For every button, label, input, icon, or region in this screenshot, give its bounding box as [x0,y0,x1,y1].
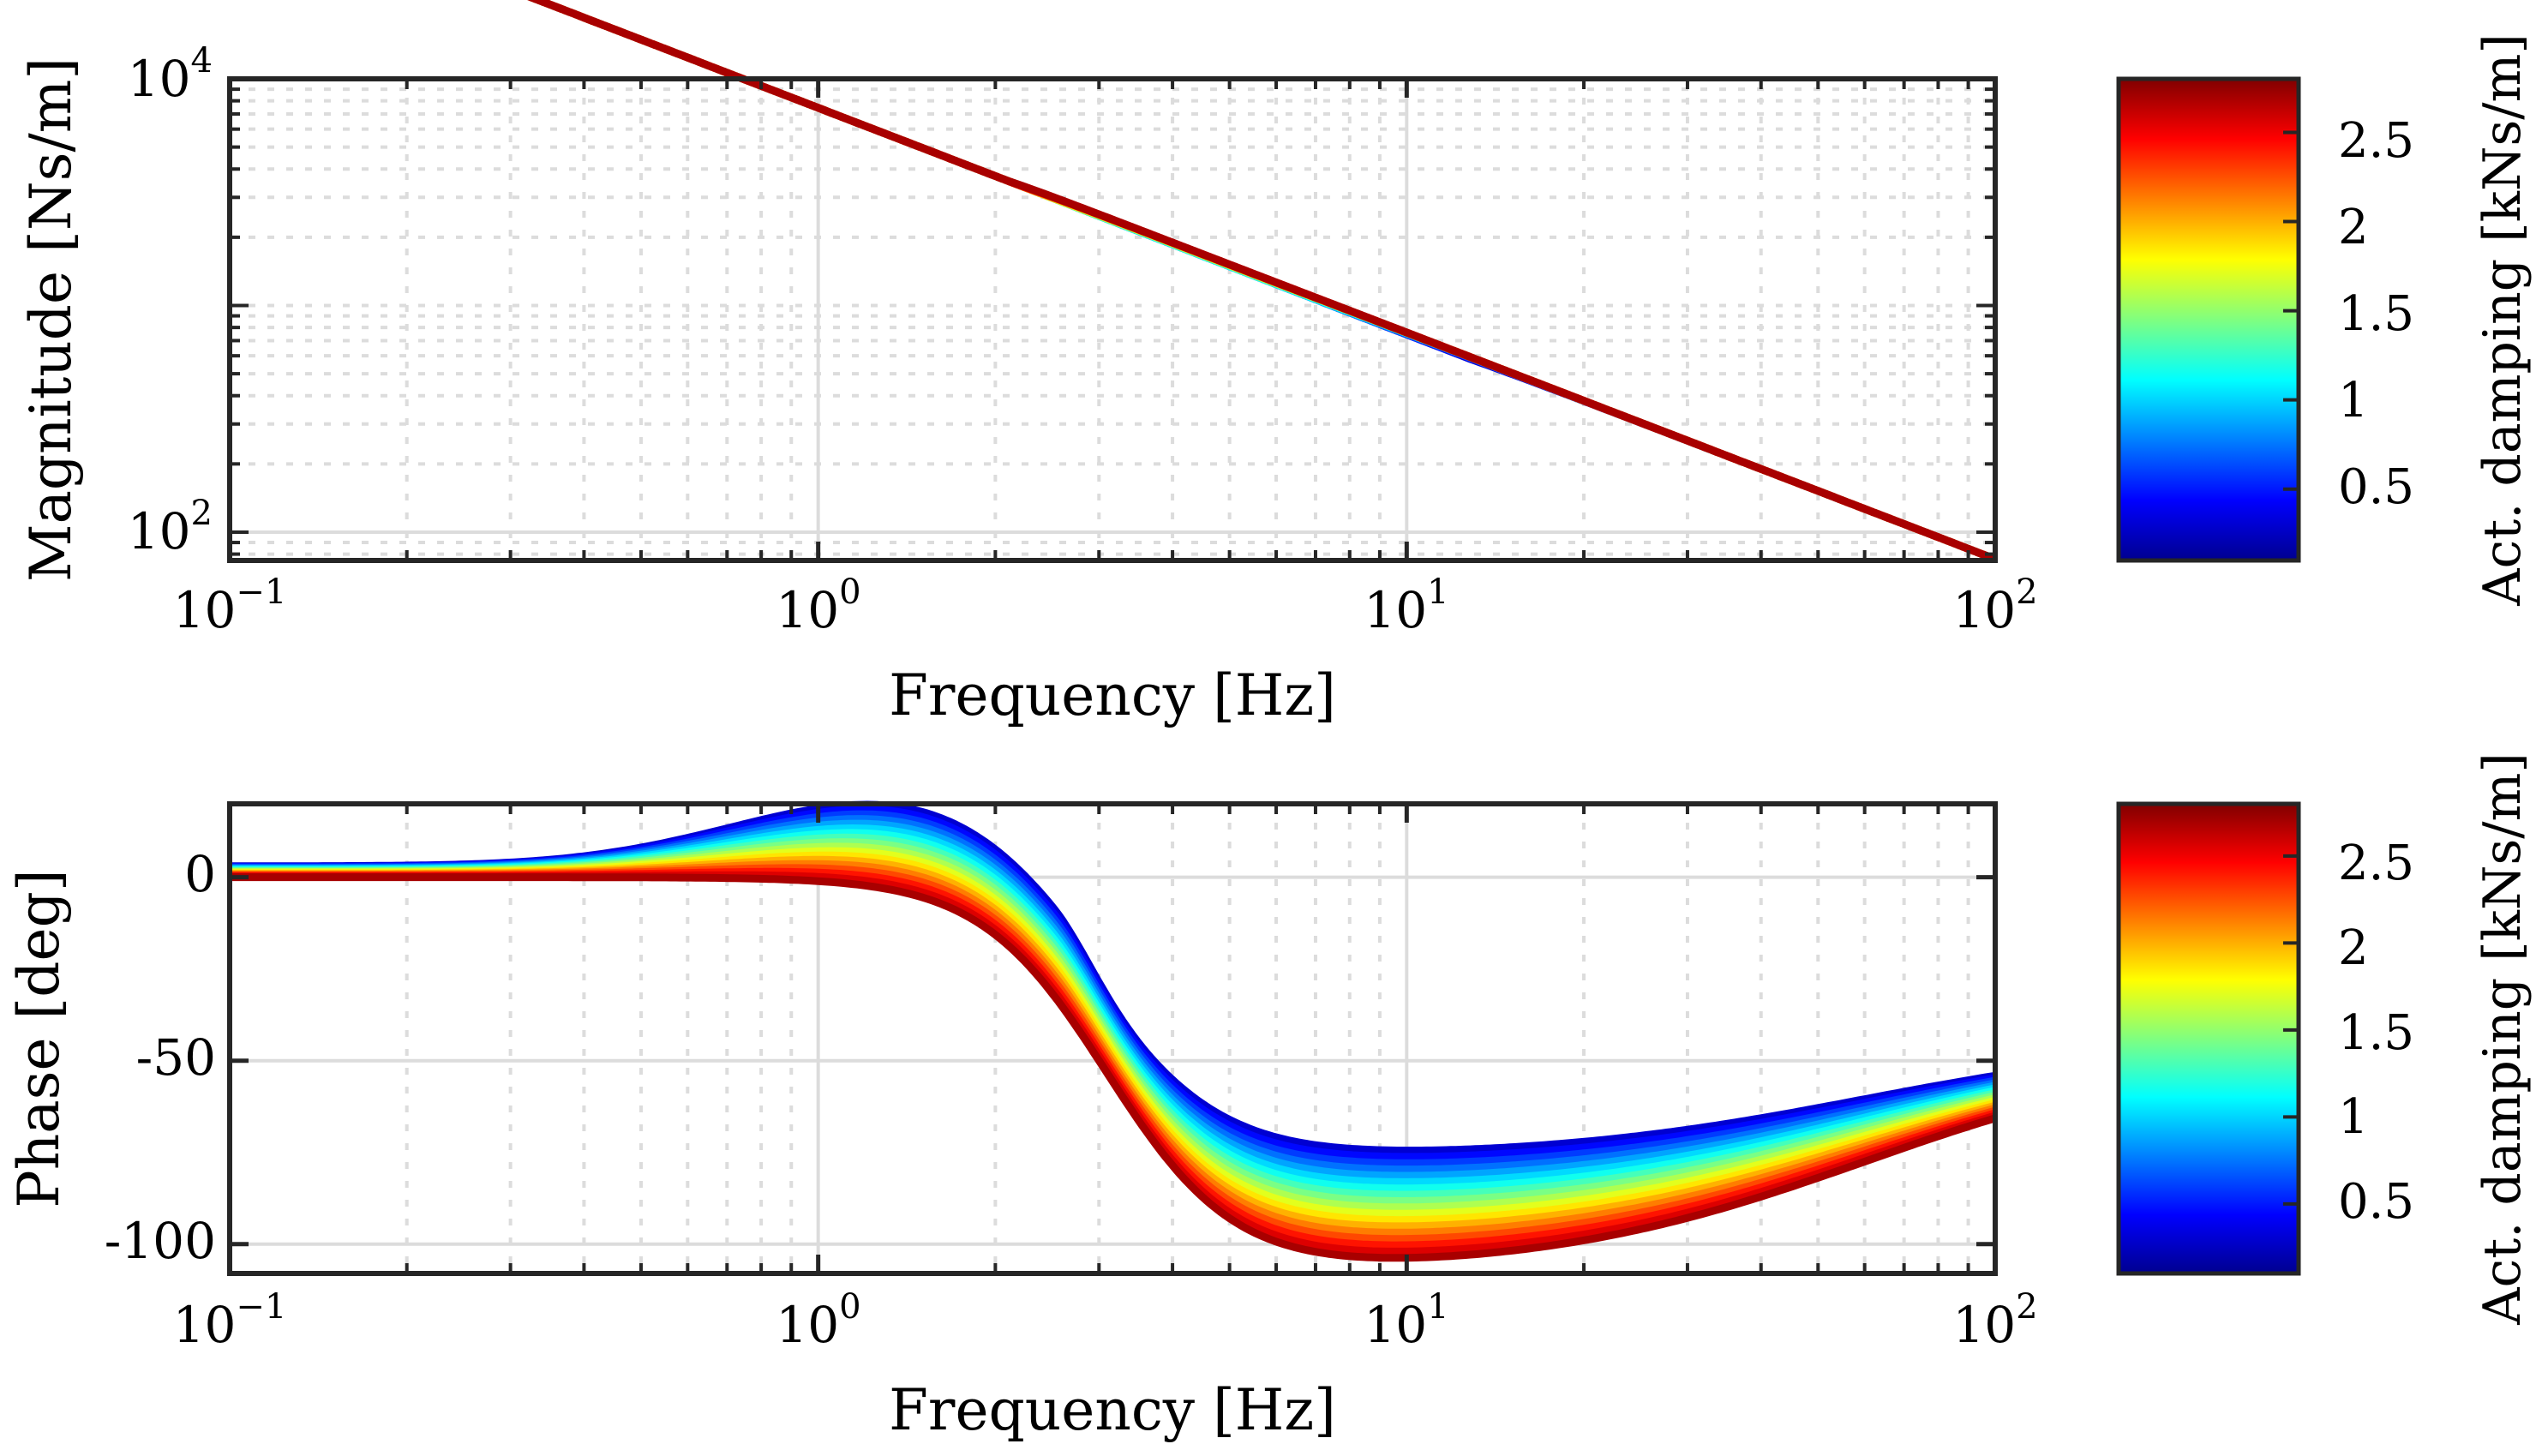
ph-xtick-label-1: 100 [776,1287,860,1354]
cb1-tick-label-1: 1 [2338,373,2369,428]
magnitude-panel: 10−1 100 101 102 102 104 Frequency [Hz] … [18,0,2038,728]
magnitude-series-line [527,0,1997,563]
magnitude-series-line [527,0,1997,563]
magnitude-series-line [527,0,1997,563]
magnitude-series-line [527,0,1997,563]
ph-ytick-label-minus50: -50 [136,1028,216,1087]
colorbar-magnitude-gradient [2116,76,2301,563]
colorbar-phase-ticks [2283,854,2299,1206]
mag-xtick-label-1: 100 [776,572,860,639]
colorbar-phase-label: Act. damping [kNs/m] [2473,752,2533,1326]
cb1-tick-label-2.5: 2.5 [2338,113,2414,169]
mag-xtick-label-0: 10−1 [173,572,287,639]
magnitude-series-line [527,0,1997,563]
magnitude-series-line [527,0,1997,563]
cb1-tick-label-0.5: 0.5 [2338,459,2414,515]
magnitude-ticks [227,79,1998,560]
colorbar-magnitude: 0.5 1 1.5 2 2.5 Act. damping [kNs/m] [2116,33,2533,607]
colorbar-magnitude-ticks [2283,130,2299,491]
magnitude-axes-frame [227,76,1998,563]
magnitude-series-line [527,0,1997,563]
phase-series-line [230,873,1997,1262]
magnitude-curves [527,0,1997,563]
magnitude-series-line [527,0,1997,563]
magnitude-series-line [527,0,1997,563]
phase-axes-frame [227,801,1998,1276]
ph-xtick-label-3: 102 [1952,1287,2037,1354]
colorbar-phase-gradient [2116,801,2301,1276]
phase-x-axis-label: Frequency [Hz] [889,1377,1336,1443]
phase-ticks [227,804,1998,1273]
colorbar-phase: 0.5 1 1.5 2 2.5 Act. damping [kNs/m] [2116,752,2533,1326]
magnitude-series-line [527,0,1997,563]
cb2-tick-label-2: 2 [2338,920,2369,976]
magnitude-series-line [527,0,1997,563]
cb1-tick-label-1.5: 1.5 [2338,286,2414,342]
magnitude-y-tick-labels: 102 104 [128,41,213,560]
magnitude-x-axis-label: Frequency [Hz] [889,662,1336,728]
ph-xtick-label-2: 101 [1364,1287,1448,1354]
cb1-tick-label-2: 2 [2338,200,2369,255]
cb2-tick-label-0.5: 0.5 [2338,1174,2414,1230]
colorbar-magnitude-tick-labels: 0.5 1 1.5 2 2.5 [2338,113,2414,515]
magnitude-series-line [527,0,1997,563]
phase-series-line [230,800,1996,1154]
magnitude-grid [228,77,1997,560]
colorbar-magnitude-label: Act. damping [kNs/m] [2473,33,2533,607]
phase-y-axis-label: Phase [deg] [6,869,72,1207]
magnitude-series-line [527,0,1997,563]
ph-xtick-label-0: 10−1 [173,1287,287,1354]
phase-panel: 10−1 100 101 102 0 -50 -100 Frequency [H… [6,800,2038,1443]
magnitude-series-line [527,0,1997,563]
cb2-tick-label-1.5: 1.5 [2338,1005,2414,1061]
mag-xtick-label-2: 101 [1364,572,1448,639]
phase-curves [230,800,1997,1262]
magnitude-series-line [527,0,1997,563]
mag-xtick-label-3: 102 [1952,572,2037,639]
ph-ytick-label-minus100: -100 [105,1212,216,1270]
phase-y-tick-labels: 0 -50 -100 [105,845,216,1270]
colorbar-phase-tick-labels: 0.5 1 1.5 2 2.5 [2338,836,2414,1230]
phase-x-tick-labels: 10−1 100 101 102 [173,1287,2038,1354]
mag-ytick-label-100: 102 [128,494,213,560]
cb2-tick-label-1: 1 [2338,1089,2369,1145]
ph-ytick-label-0: 0 [184,845,216,903]
magnitude-series-line [527,0,1997,563]
mag-ytick-label-10000: 104 [128,41,213,108]
magnitude-series-line [527,0,1997,563]
magnitude-series-line [527,0,1997,563]
magnitude-y-axis-label: Magnitude [Ns/m] [18,57,84,582]
magnitude-x-tick-labels: 10−1 100 101 102 [173,572,2038,639]
cb2-tick-label-2.5: 2.5 [2338,836,2414,891]
